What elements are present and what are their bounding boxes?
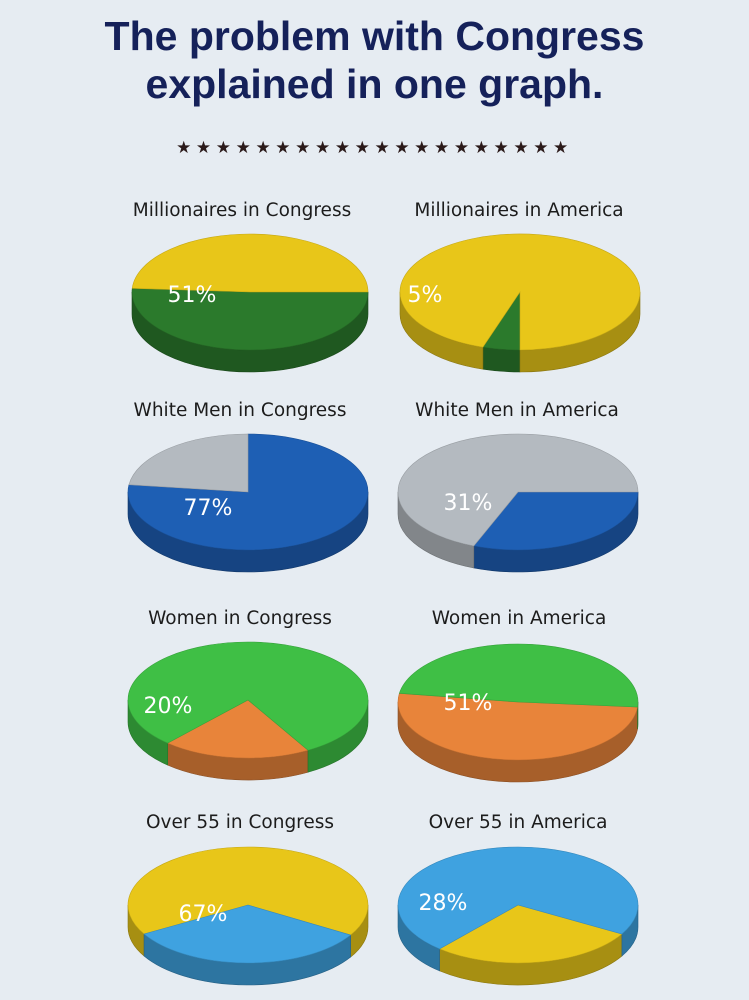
chart-title-women-congress: Women in Congress: [148, 608, 332, 629]
pie-slice-women-congress-1: [127, 641, 369, 751]
star-divider: ★★★★★★★★★★★★★★★★★★★★: [176, 138, 573, 158]
chart-title-millionaires-america: Millionaires in America: [414, 200, 624, 221]
data-label-white-men-congress: 77%: [184, 496, 233, 521]
pie-slice-millionaires-congress-0: [131, 288, 369, 351]
title-line-1: The problem with Congress: [104, 13, 645, 59]
data-label-millionaires-america: 5%: [408, 283, 443, 308]
pie-slice-over55-america-0: [438, 904, 623, 964]
pie-slice-women-congress-0: [167, 699, 309, 759]
pie-slice-over55-congress-0: [127, 846, 369, 936]
chart-title-over55-congress: Over 55 in Congress: [145, 812, 335, 833]
data-label-over55-america: 28%: [419, 891, 468, 916]
pie-slice-white-men-america-0: [473, 491, 639, 551]
title-line-2: explained in one graph.: [145, 61, 604, 107]
pie-slice-white-men-america-1: [397, 433, 639, 547]
pie-slice-white-men-congress-1: [128, 433, 249, 493]
pie-slice-over55-congress-1: [143, 904, 352, 964]
pie-slice-women-america-1: [398, 643, 639, 708]
page-title: The problem with Congress explained in o…: [0, 12, 749, 108]
pie-slice-millionaires-america-1: [399, 233, 641, 351]
data-label-millionaires-congress: 51%: [168, 283, 217, 308]
data-label-women-congress: 20%: [144, 694, 193, 719]
pie-side-millionaires-america-0: [482, 346, 521, 373]
chart-title-white-men-america: White Men in America: [415, 400, 619, 421]
pie-slice-women-america-0: [397, 693, 638, 761]
chart-title-women-america: Women in America: [431, 608, 607, 629]
pie-slice-millionaires-congress-1: [131, 233, 369, 293]
chart-title-millionaires-congress: Millionaires in Congress: [132, 200, 352, 221]
chart-title-over55-america: Over 55 in America: [428, 812, 608, 833]
chart-title-white-men-congress: White Men in Congress: [133, 400, 347, 421]
pie-slice-over55-america-1: [397, 846, 639, 950]
data-label-women-america: 51%: [444, 691, 493, 716]
data-label-over55-congress: 67%: [179, 902, 228, 927]
data-label-white-men-america: 31%: [444, 491, 493, 516]
